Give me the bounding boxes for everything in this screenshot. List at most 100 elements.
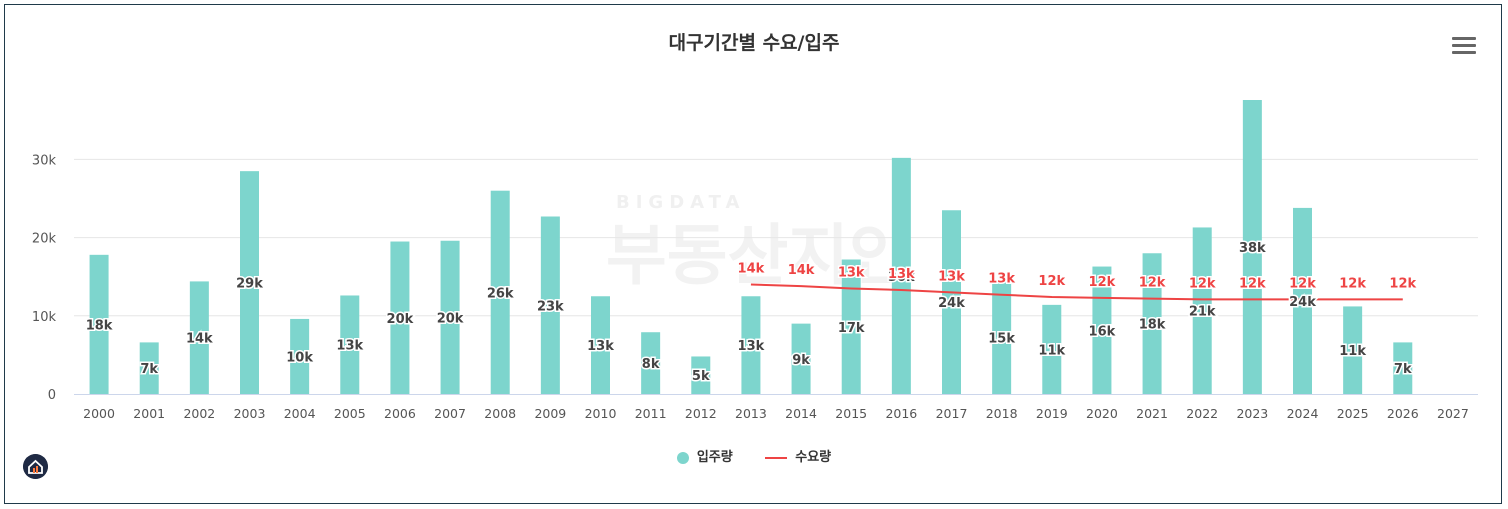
line-data-label: 12k [1139, 276, 1166, 291]
line-data-label: 13k [938, 269, 965, 284]
bar-data-label: 13k [587, 339, 614, 354]
bar-data-label: 20k [387, 312, 414, 327]
bar-data-label: 23k [537, 299, 564, 314]
legend: 입주량 수요량 [0, 446, 1508, 465]
line-data-label: 13k [988, 272, 1015, 287]
bar-data-label: 20k [437, 311, 464, 326]
bar-data-label: 18k [86, 318, 113, 333]
bar [992, 280, 1012, 394]
bar [1142, 253, 1162, 394]
x-tick-label: 2024 [1287, 406, 1319, 421]
bar [540, 216, 560, 394]
bar [1393, 342, 1413, 394]
legend-item-demand[interactable]: 수요량 [765, 446, 831, 465]
bar [641, 332, 661, 394]
bar-data-label: 9k [792, 353, 810, 368]
bar-data-label: 24k [1289, 295, 1316, 310]
bar [340, 295, 360, 394]
hamburger-menu-icon[interactable] [1452, 37, 1476, 57]
bar-data-label: 18k [1139, 318, 1166, 333]
bar-data-label: 11k [1038, 343, 1065, 358]
bar [691, 356, 711, 394]
x-tick-label: 2013 [735, 406, 767, 421]
y-tick-label: 30k [32, 153, 57, 168]
bar [440, 240, 460, 394]
bar [1343, 306, 1363, 394]
x-tick-label: 2003 [234, 406, 266, 421]
x-tick-label: 2025 [1337, 406, 1369, 421]
bar-data-label: 30k [888, 270, 915, 285]
line-data-label: 12k [1089, 275, 1116, 290]
x-tick-label: 2010 [585, 406, 617, 421]
bar [139, 342, 159, 394]
bar-data-label: 13k [738, 339, 765, 354]
x-tick-label: 2027 [1437, 406, 1469, 421]
x-tick-label: 2019 [1036, 406, 1068, 421]
line-data-label: 12k [1339, 276, 1366, 291]
x-tick-label: 2009 [534, 406, 566, 421]
bar [1192, 227, 1212, 394]
bar [490, 190, 510, 394]
bar-data-label: 13k [336, 339, 363, 354]
bar-data-label: 26k [487, 286, 514, 301]
legend-dot-icon [676, 451, 689, 464]
x-tick-label: 2000 [83, 406, 115, 421]
home-logo-icon[interactable] [23, 454, 48, 479]
x-tick-label: 2001 [133, 406, 165, 421]
demand-line [750, 283, 1403, 301]
x-tick-label: 2004 [284, 406, 316, 421]
x-tick-label: 2023 [1236, 406, 1268, 421]
bar [89, 254, 109, 394]
x-tick-label: 2006 [384, 406, 416, 421]
x-tick-label: 2002 [183, 406, 215, 421]
line-data-label: 12k [1389, 276, 1416, 291]
line-data-label: 14k [788, 263, 815, 278]
bar-data-label: 15k [988, 331, 1015, 346]
bar-data-label: 7k [140, 362, 158, 377]
bar-data-label: 21k [1189, 305, 1216, 320]
bar-data-label: 17k [838, 321, 865, 336]
x-tick-label: 2014 [785, 406, 817, 421]
bar [1242, 100, 1262, 394]
legend-label-demand: 수요량 [795, 450, 832, 465]
x-tick-label: 2015 [835, 406, 867, 421]
bar [189, 281, 209, 394]
y-tick-label: 20k [32, 232, 57, 247]
x-tick-label: 2008 [484, 406, 516, 421]
line-data-label: 14k [738, 262, 765, 277]
bar-data-label: 11k [1339, 344, 1366, 359]
bar [741, 296, 761, 394]
x-tick-label: 2016 [885, 406, 917, 421]
bar [290, 318, 310, 394]
watermark-small: BIGDATA [616, 192, 745, 213]
x-tick-label: 2018 [986, 406, 1018, 421]
bar-data-label: 38k [1239, 241, 1266, 256]
x-tick-label: 2021 [1136, 406, 1168, 421]
y-tick-label: 10k [32, 310, 57, 325]
bar-data-label: 7k [1394, 362, 1412, 377]
bar [390, 241, 410, 394]
bar-data-label: 24k [938, 296, 965, 311]
bar [942, 210, 961, 394]
bar [591, 296, 610, 394]
bar-data-label: 16k [1089, 324, 1116, 339]
bar-data-label: 10k [286, 350, 313, 365]
x-tick-label: 2022 [1186, 406, 1218, 421]
bar [1293, 207, 1312, 394]
legend-item-supply[interactable]: 입주량 [676, 446, 733, 465]
x-tick-label: 2005 [334, 406, 366, 421]
x-tick-label: 2017 [936, 406, 968, 421]
line-data-label: 12k [1189, 276, 1216, 291]
bar [1042, 304, 1062, 394]
legend-line-icon [765, 456, 788, 459]
bar [891, 157, 911, 394]
line-data-label: 13k [838, 265, 865, 280]
bar-data-label: 29k [236, 277, 263, 292]
x-tick-label: 2007 [434, 406, 466, 421]
bar [791, 323, 811, 394]
line-data-label: 12k [1038, 274, 1065, 289]
x-tick-label: 2026 [1387, 406, 1419, 421]
chart-title: 대구기간별 수요/입주 [668, 32, 840, 54]
y-tick-label: 0 [48, 388, 56, 403]
